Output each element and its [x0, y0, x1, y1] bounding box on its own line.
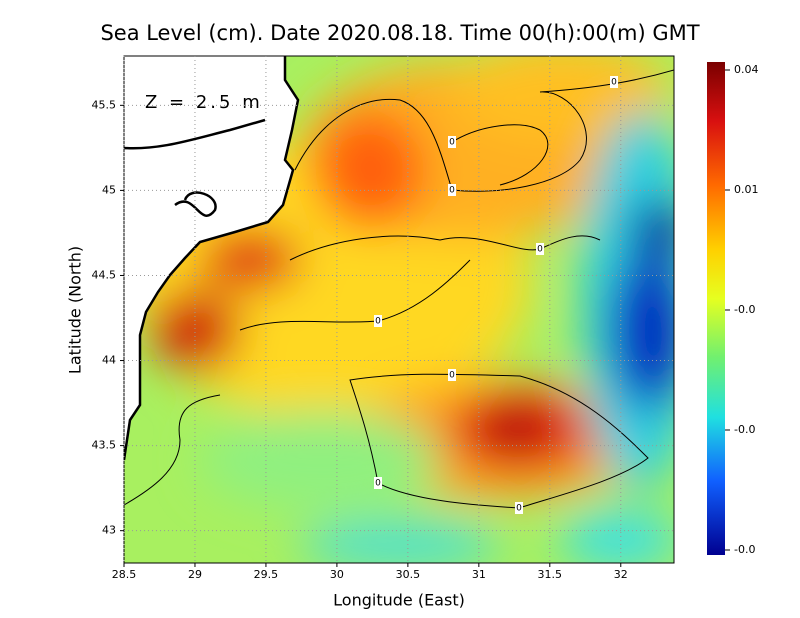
contour-label-bg [374, 315, 382, 327]
contour-label-bg [374, 477, 382, 489]
y-tick-label: 44 [102, 354, 116, 367]
contour-label: 0 [449, 371, 455, 381]
x-tick-label: 29 [188, 568, 202, 581]
x-tick-label: 31.5 [538, 568, 563, 581]
x-tick-label: 29.5 [254, 568, 279, 581]
x-tick-label: 30 [330, 568, 344, 581]
contour-label-bg [515, 502, 523, 514]
contour-label: 0 [537, 245, 543, 255]
contour-label: 0 [375, 479, 381, 489]
x-tick-label: 28.5 [112, 568, 137, 581]
colorbar [707, 62, 725, 555]
contour-label-bg [448, 136, 456, 148]
y-tick-label: 43 [102, 524, 116, 537]
contour-label: 0 [449, 186, 455, 196]
contour-label: 0 [516, 504, 522, 514]
y-axis-label: Latitude (North) [66, 246, 85, 374]
field [124, 56, 674, 563]
contour-label: 0 [611, 78, 617, 88]
colorbar-tick-label: -0.0 [734, 423, 755, 436]
contour-label-bg [610, 76, 618, 88]
x-tick-label: 31 [472, 568, 486, 581]
x-tick-label: 32 [614, 568, 628, 581]
colorbar-tick-label: -0.0 [734, 543, 755, 556]
contour-label-bg [536, 243, 544, 255]
colorbar-tick-label: 0.01 [734, 183, 759, 196]
contour-label-bg [448, 184, 456, 196]
contour-label: 0 [449, 138, 455, 148]
x-axis-label: Longitude (East) [333, 591, 465, 610]
colorbar-tick-label: 0.04 [734, 63, 759, 76]
y-tick-label: 45 [102, 183, 116, 196]
chart-title: Sea Level (cm). Date 2020.08.18. Time 00… [100, 21, 699, 45]
y-tick-label: 44.5 [92, 268, 117, 281]
colorbar-tick-label: -0.0 [734, 303, 755, 316]
plot-frame [123, 55, 675, 564]
contour-label-bg [448, 369, 456, 381]
y-tick-label: 43.5 [92, 439, 117, 452]
y-tick-label: 45.5 [92, 98, 117, 111]
annotation: Z = 2.5 m [145, 92, 263, 113]
x-tick-label: 30.5 [396, 568, 421, 581]
contour-label: 0 [375, 317, 381, 327]
